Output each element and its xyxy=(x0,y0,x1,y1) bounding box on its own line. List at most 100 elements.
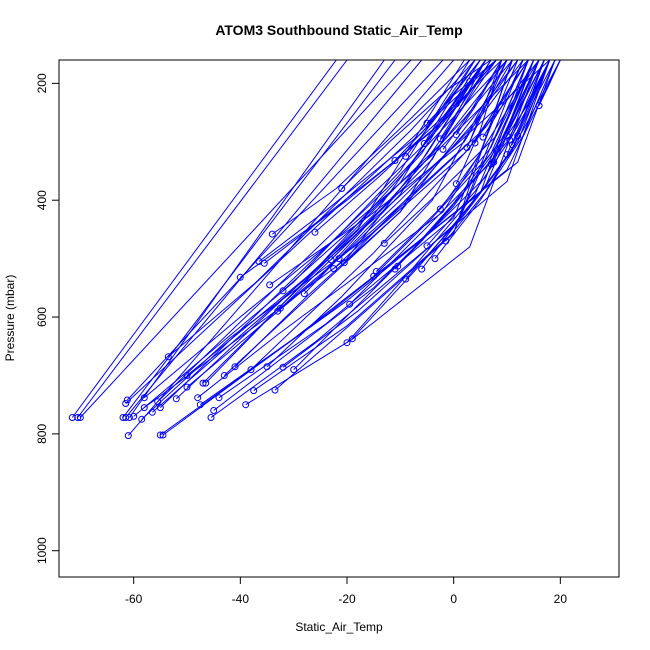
series-line-31 xyxy=(258,60,481,262)
x-tick-label: 20 xyxy=(554,592,568,606)
data-point-51 xyxy=(394,262,402,270)
data-point-19 xyxy=(202,379,210,387)
data-point-54 xyxy=(431,255,439,263)
data-point-62 xyxy=(439,145,447,153)
data-point-60 xyxy=(420,140,428,147)
series-line-54 xyxy=(434,60,556,259)
series-line-35 xyxy=(282,60,508,292)
y-tick-label: 800 xyxy=(35,424,49,444)
series-line-6 xyxy=(128,60,385,418)
series-line-73 xyxy=(506,60,545,155)
y-tick-label: 600 xyxy=(35,307,49,327)
data-point-9 xyxy=(123,396,131,404)
data-point-55 xyxy=(423,242,431,250)
x-axis-label: Static_Air_Temp xyxy=(295,620,383,634)
data-point-75 xyxy=(508,141,516,149)
data-point-65 xyxy=(452,180,460,188)
series-line-46 xyxy=(349,60,545,305)
data-point-3 xyxy=(76,414,84,421)
series-line-82 xyxy=(186,60,497,388)
data-point-21 xyxy=(196,401,204,409)
series-line-51 xyxy=(397,60,540,267)
series-line-38 xyxy=(333,60,529,269)
data-point-53 xyxy=(418,265,426,273)
data-point-34 xyxy=(266,281,274,289)
data-point-33 xyxy=(268,230,276,238)
data-point-58 xyxy=(391,157,399,164)
series-layer xyxy=(68,60,561,440)
data-point-45 xyxy=(348,335,356,343)
y-axis-label: Pressure (mbar) xyxy=(3,275,17,362)
series-line-1 xyxy=(71,60,337,418)
x-axis: -60 -40 -20 0 20 xyxy=(125,576,568,606)
x-tick-label: -40 xyxy=(232,592,250,606)
y-tick-label: 1000 xyxy=(35,537,49,564)
data-point-77 xyxy=(514,132,522,140)
series-line-65 xyxy=(455,60,503,185)
data-point-1 xyxy=(68,414,76,421)
series-line-2 xyxy=(77,60,348,418)
data-point-87 xyxy=(210,407,218,414)
data-point-49 xyxy=(380,239,388,247)
series-line-80 xyxy=(133,60,471,417)
data-point-72 xyxy=(490,158,498,166)
data-point-44 xyxy=(343,339,351,347)
x-tick-label: 0 xyxy=(450,592,457,606)
y-axis: 200 400 600 800 1000 xyxy=(35,73,60,564)
data-point-84 xyxy=(247,366,255,374)
data-point-81 xyxy=(172,395,180,403)
data-point-26 xyxy=(250,387,258,395)
data-point-70 xyxy=(479,133,487,141)
series-line-30 xyxy=(240,60,487,278)
data-point-25 xyxy=(242,401,250,409)
series-line-78 xyxy=(538,60,561,106)
series-line-62 xyxy=(442,60,503,150)
data-point-38 xyxy=(330,265,338,273)
series-line-72 xyxy=(493,60,535,163)
y-tick-label: 200 xyxy=(35,73,49,93)
data-point-88 xyxy=(183,372,191,379)
series-line-42 xyxy=(314,60,503,233)
data-point-41 xyxy=(327,256,335,264)
series-line-48 xyxy=(375,60,529,272)
series-line-70 xyxy=(482,60,524,138)
series-line-11 xyxy=(143,60,529,399)
data-point-82 xyxy=(183,383,191,391)
series-line-85 xyxy=(293,60,551,370)
data-point-73 xyxy=(503,151,511,159)
data-point-13 xyxy=(154,398,162,406)
series-line-4 xyxy=(122,60,396,418)
series-line-15 xyxy=(167,60,476,358)
data-point-35 xyxy=(279,287,287,295)
data-point-32 xyxy=(260,259,268,267)
series-line-86 xyxy=(303,60,487,295)
series-line-3 xyxy=(79,60,412,418)
data-point-24 xyxy=(231,363,239,371)
data-point-28 xyxy=(271,386,279,394)
data-point-83 xyxy=(220,372,228,379)
series-line-26 xyxy=(253,60,524,392)
data-point-14 xyxy=(156,404,164,412)
data-point-20 xyxy=(194,394,202,402)
series-line-61 xyxy=(439,60,492,140)
series-line-49 xyxy=(383,60,535,244)
series-line-33 xyxy=(272,60,471,235)
data-point-80 xyxy=(130,412,138,420)
data-point-86 xyxy=(300,290,308,298)
data-point-56 xyxy=(442,237,450,245)
data-point-5 xyxy=(122,414,130,421)
series-line-81 xyxy=(175,60,465,400)
data-point-52 xyxy=(402,275,410,283)
series-line-83 xyxy=(223,60,519,376)
series-line-64 xyxy=(455,60,503,136)
series-line-56 xyxy=(445,60,561,242)
data-point-79 xyxy=(140,404,148,412)
series-line-40 xyxy=(343,60,519,264)
series-line-88 xyxy=(186,60,481,376)
x-tick-label: -20 xyxy=(338,592,356,606)
data-point-7 xyxy=(124,432,132,440)
data-point-10 xyxy=(138,415,146,423)
chart-title: ATOM3 Southbound Static_Air_Temp xyxy=(215,22,462,38)
data-point-23 xyxy=(215,394,223,402)
series-line-9 xyxy=(126,60,444,401)
